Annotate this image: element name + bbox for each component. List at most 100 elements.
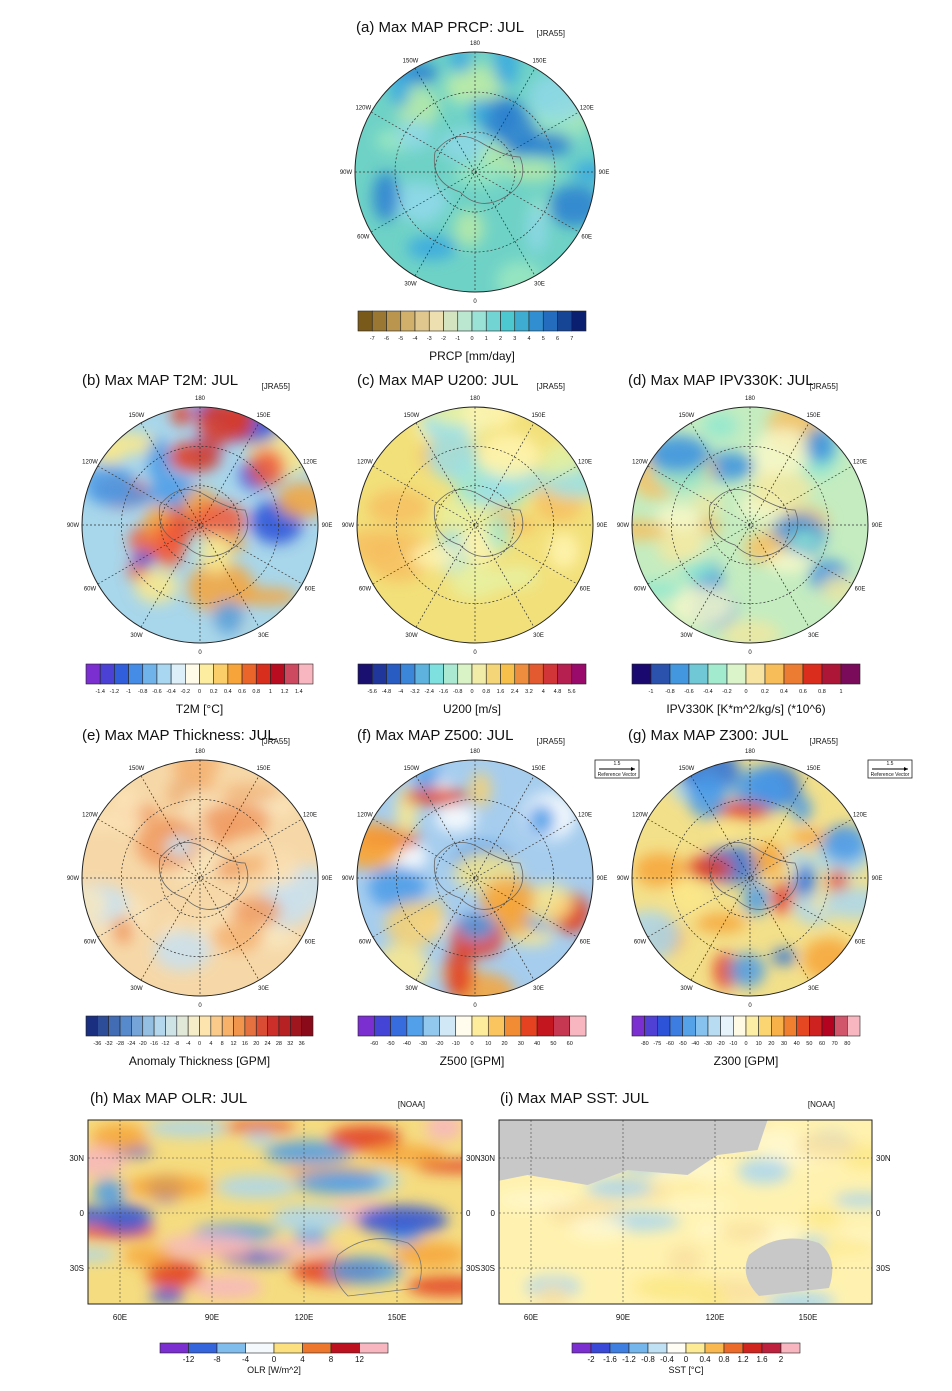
- anomaly-blob: [795, 1132, 858, 1160]
- lon-label: 30W: [130, 986, 143, 992]
- panel-title: (e) Max MAP Thickness: JUL: [82, 727, 276, 744]
- lon-label: 90E: [205, 1313, 219, 1322]
- colorbar-box: [536, 1015, 554, 1037]
- graticule: [690, 775, 810, 981]
- colorbar-tick-label: -24: [127, 1041, 135, 1047]
- anomaly-blob: [667, 1245, 703, 1272]
- lat-label: 30N: [876, 1154, 891, 1163]
- panel-title: (h) Max MAP OLR: JUL: [90, 1090, 247, 1107]
- anomaly-blob: [585, 1177, 653, 1198]
- anomaly-blob: [427, 429, 478, 481]
- lon-label: 60E: [580, 940, 591, 946]
- lon-label: 120W: [82, 460, 98, 466]
- anomaly-blob: [210, 920, 264, 952]
- colorbar-box: [457, 310, 473, 332]
- lon-label: 60E: [305, 587, 316, 593]
- colorbar-box: [176, 1015, 189, 1037]
- colorbar-tick-label: 40: [534, 1041, 540, 1047]
- colorbar-tick-label: 1: [839, 689, 842, 695]
- colorbar-box: [796, 1015, 810, 1037]
- map-border: [631, 759, 869, 997]
- colorbar-box: [644, 1015, 658, 1037]
- lon-label: 90W: [67, 876, 80, 882]
- lon-label: 120E: [706, 1313, 725, 1322]
- anomaly-blob: [197, 407, 239, 447]
- data-source: [JRA55]: [537, 737, 565, 746]
- colorbar-box: [471, 1015, 489, 1037]
- colorbar-tick-label: -20: [139, 1041, 147, 1047]
- colorbar-box: [156, 663, 172, 685]
- map: 180 150E 120E 90E 60E 30E 0 30W 60W 90W 120W 150W: [67, 749, 333, 1009]
- panel: (c) Max MAP U200: JUL [JRA55] 180 150E 120E 9…: [342, 372, 608, 716]
- lon-label: 90E: [599, 170, 610, 176]
- colorbar-tick-label: -1.6: [603, 1355, 617, 1364]
- anomaly-blob: [702, 413, 738, 439]
- panel: (d) Max MAP IPV330K: JUL[JRA55] 180 150E 12…: [617, 372, 883, 716]
- colorbar-box: [590, 1342, 611, 1354]
- colorbar-box: [199, 1015, 212, 1037]
- colorbar-box: [733, 1015, 747, 1037]
- colorbar-box: [128, 663, 144, 685]
- anomaly-blob: [791, 829, 830, 847]
- anomaly-blob: [728, 953, 766, 988]
- anomaly-blob: [535, 1284, 571, 1304]
- lat-label: 30S: [466, 1264, 480, 1273]
- anomaly-blob: [367, 1144, 446, 1166]
- anomaly-blob: [356, 1205, 449, 1235]
- colorbar-box: [847, 1015, 861, 1037]
- colorbar-tick-label: 5.6: [568, 689, 576, 695]
- lon-label: 30E: [533, 633, 544, 639]
- lat-label: 30S: [481, 1264, 495, 1273]
- panel-title: (d) Max MAP IPV330K: JUL: [628, 372, 814, 389]
- colorbar-box: [504, 1015, 522, 1037]
- colorbar-tick-label: 10: [756, 1041, 762, 1047]
- anomaly-blob: [498, 108, 537, 157]
- lon-label: 30E: [808, 633, 819, 639]
- colorbar-tick-label: 30: [781, 1041, 787, 1047]
- anomaly-blob: [94, 444, 124, 466]
- anomaly-blob: [372, 172, 400, 222]
- lat-label: 0: [876, 1209, 881, 1218]
- lon-label: 150E: [388, 1313, 407, 1322]
- anomaly-blob: [695, 913, 747, 933]
- colorbar-tick-label: 12: [230, 1041, 236, 1047]
- lon-label: 90E: [322, 523, 333, 529]
- anomaly-blob: [805, 427, 836, 464]
- colorbar-box: [520, 1015, 538, 1037]
- colorbar-tick-label: -3: [427, 336, 432, 342]
- colorbar-box: [688, 663, 709, 685]
- colorbar-tick-label: 1.2: [737, 1355, 749, 1364]
- colorbar-box: [802, 663, 823, 685]
- colorbar-box: [485, 310, 501, 332]
- lat-label: 0: [466, 1209, 471, 1218]
- anomaly-blob: [415, 1159, 462, 1173]
- map-border: [631, 406, 869, 644]
- colorbar-tick-label: 0: [470, 336, 473, 342]
- anomaly-blob: [199, 534, 233, 574]
- anomaly-blob: [257, 1241, 342, 1256]
- lon-label: 120E: [578, 460, 592, 466]
- colorbar-box: [241, 663, 257, 685]
- lon-label: 180: [745, 749, 756, 755]
- colorbar-box: [439, 1015, 457, 1037]
- anomaly-blob: [327, 1256, 403, 1285]
- anomaly-blob: [439, 129, 493, 163]
- colorbar-box: [428, 663, 444, 685]
- colorbar-tick-label: 1: [269, 689, 272, 695]
- colorbar-box: [723, 1342, 744, 1354]
- colorbar-box: [185, 663, 200, 685]
- colorbar-box: [359, 1342, 389, 1354]
- colorbar-box: [669, 1015, 683, 1037]
- colorbar-tick-label: -20: [717, 1041, 725, 1047]
- lon-label: 120W: [632, 460, 648, 466]
- lon-label: 60E: [855, 940, 866, 946]
- map-field: [357, 760, 593, 996]
- colorbar-tick-label: -50: [679, 1041, 687, 1047]
- colorbar-box: [99, 663, 115, 685]
- lon-label: 120W: [357, 813, 373, 819]
- map: 180 150E 120E 90E 60E 30E 0 30W 60W 90W 120W 150W: [617, 749, 883, 1009]
- colorbar-box: [783, 1015, 797, 1037]
- anomaly-blob: [771, 877, 794, 915]
- colorbar-tick-label: 8: [329, 1355, 334, 1364]
- colorbar-box: [695, 1015, 709, 1037]
